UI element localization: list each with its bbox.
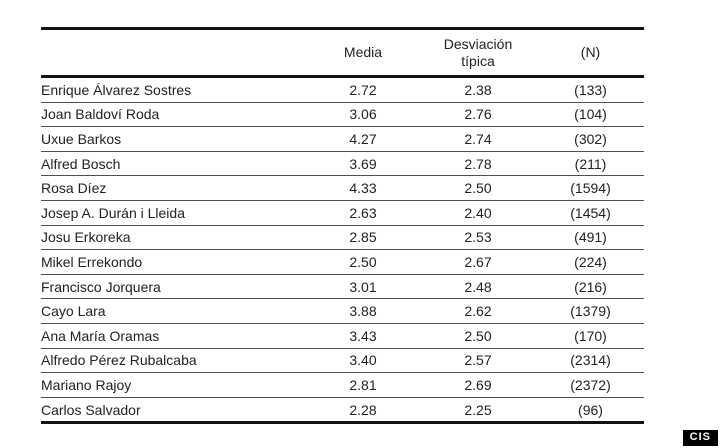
cell-n: (1379) [537, 298, 644, 324]
table-row: Rosa Díez 4.33 2.50 (1594) [41, 175, 644, 201]
cell-media: 4.33 [307, 175, 419, 201]
cell-n: (1594) [537, 175, 644, 201]
cell-desviacion: 2.78 [419, 151, 537, 177]
cell-name: Francisco Jorquera [41, 274, 307, 300]
table-row: Mikel Errekondo 2.50 2.67 (224) [41, 249, 644, 275]
cell-name: Enrique Álvarez Sostres [41, 76, 307, 103]
cell-name: Mikel Errekondo [41, 249, 307, 275]
table-row: Alfredo Pérez Rubalcaba 3.40 2.57 (2314) [41, 348, 644, 374]
cell-n: (491) [537, 225, 644, 251]
cell-media: 3.43 [307, 323, 419, 349]
cell-media: 3.69 [307, 151, 419, 177]
cell-name: Alfred Bosch [41, 151, 307, 177]
table-header: Media Desviación típica (N) [41, 28, 644, 78]
cell-n: (104) [537, 102, 644, 128]
table-row: Carlos Salvador 2.28 2.25 (96) [41, 397, 644, 425]
cell-desviacion: 2.40 [419, 200, 537, 226]
table-row: Uxue Barkos 4.27 2.74 (302) [41, 126, 644, 152]
cell-name: Cayo Lara [41, 298, 307, 324]
header-row: Media Desviación típica (N) [41, 28, 644, 78]
header-desviacion-tipica: Desviación típica [419, 28, 537, 78]
cell-media: 2.50 [307, 249, 419, 275]
cell-desviacion: 2.67 [419, 249, 537, 275]
cell-desviacion: 2.50 [419, 323, 537, 349]
cell-n: (170) [537, 323, 644, 349]
header-media: Media [307, 28, 419, 78]
cell-media: 3.01 [307, 274, 419, 300]
table-body: Enrique Álvarez Sostres 2.72 2.38 (133) Joan… [41, 76, 644, 425]
cell-desviacion: 2.48 [419, 274, 537, 300]
statistics-table: Media Desviación típica (N) Enrique Álvar… [41, 27, 644, 425]
cell-media: 2.81 [307, 372, 419, 398]
cell-n: (302) [537, 126, 644, 152]
table-row: Josu Erkoreka 2.85 2.53 (491) [41, 225, 644, 251]
cell-media: 3.88 [307, 298, 419, 324]
table-row: Mariano Rajoy 2.81 2.69 (2372) [41, 372, 644, 398]
table-row: Josep A. Durán i Lleida 2.63 2.40 (1454) [41, 200, 644, 226]
header-desviacion-line1: Desviación [443, 36, 513, 53]
cell-name: Ana María Oramas [41, 323, 307, 349]
cell-media: 3.06 [307, 102, 419, 128]
cell-n: (2372) [537, 372, 644, 398]
cell-n: (96) [537, 397, 644, 425]
cell-name: Mariano Rajoy [41, 372, 307, 398]
cell-name: Josu Erkoreka [41, 225, 307, 251]
header-desviacion-line2: típica [461, 52, 495, 69]
cell-desviacion: 2.57 [419, 348, 537, 374]
cell-media: 2.85 [307, 225, 419, 251]
cell-name: Joan Baldoví Roda [41, 102, 307, 128]
header-n: (N) [537, 28, 644, 78]
table-row: Alfred Bosch 3.69 2.78 (211) [41, 151, 644, 177]
cell-desviacion: 2.53 [419, 225, 537, 251]
table-row: Enrique Álvarez Sostres 2.72 2.38 (133) [41, 76, 644, 103]
ratings-table: Media Desviación típica (N) Enrique Álvar… [41, 27, 644, 425]
cell-desviacion: 2.38 [419, 76, 537, 103]
cell-name: Uxue Barkos [41, 126, 307, 152]
table-row: Francisco Jorquera 3.01 2.48 (216) [41, 274, 644, 300]
table-row: Cayo Lara 3.88 2.62 (1379) [41, 298, 644, 324]
table-row: Joan Baldoví Roda 3.06 2.76 (104) [41, 102, 644, 128]
cell-name: Josep A. Durán i Lleida [41, 200, 307, 226]
cell-n: (2314) [537, 348, 644, 374]
cell-media: 3.40 [307, 348, 419, 374]
cell-media: 4.27 [307, 126, 419, 152]
cell-desviacion: 2.62 [419, 298, 537, 324]
cell-n: (216) [537, 274, 644, 300]
cell-name: Alfredo Pérez Rubalcaba [41, 348, 307, 374]
cell-n: (133) [537, 76, 644, 103]
cell-desviacion: 2.50 [419, 175, 537, 201]
cell-media: 2.63 [307, 200, 419, 226]
cell-n: (1454) [537, 200, 644, 226]
cell-desviacion: 2.25 [419, 397, 537, 425]
cis-source-badge: CIS [682, 430, 718, 446]
cell-desviacion: 2.69 [419, 372, 537, 398]
cell-name: Rosa Díez [41, 175, 307, 201]
cell-desviacion: 2.74 [419, 126, 537, 152]
cell-media: 2.28 [307, 397, 419, 425]
cell-name: Carlos Salvador [41, 397, 307, 425]
table-row: Ana María Oramas 3.43 2.50 (170) [41, 323, 644, 349]
cell-media: 2.72 [307, 76, 419, 103]
header-name-empty [41, 28, 307, 78]
cell-n: (224) [537, 249, 644, 275]
cell-n: (211) [537, 151, 644, 177]
cell-desviacion: 2.76 [419, 102, 537, 128]
